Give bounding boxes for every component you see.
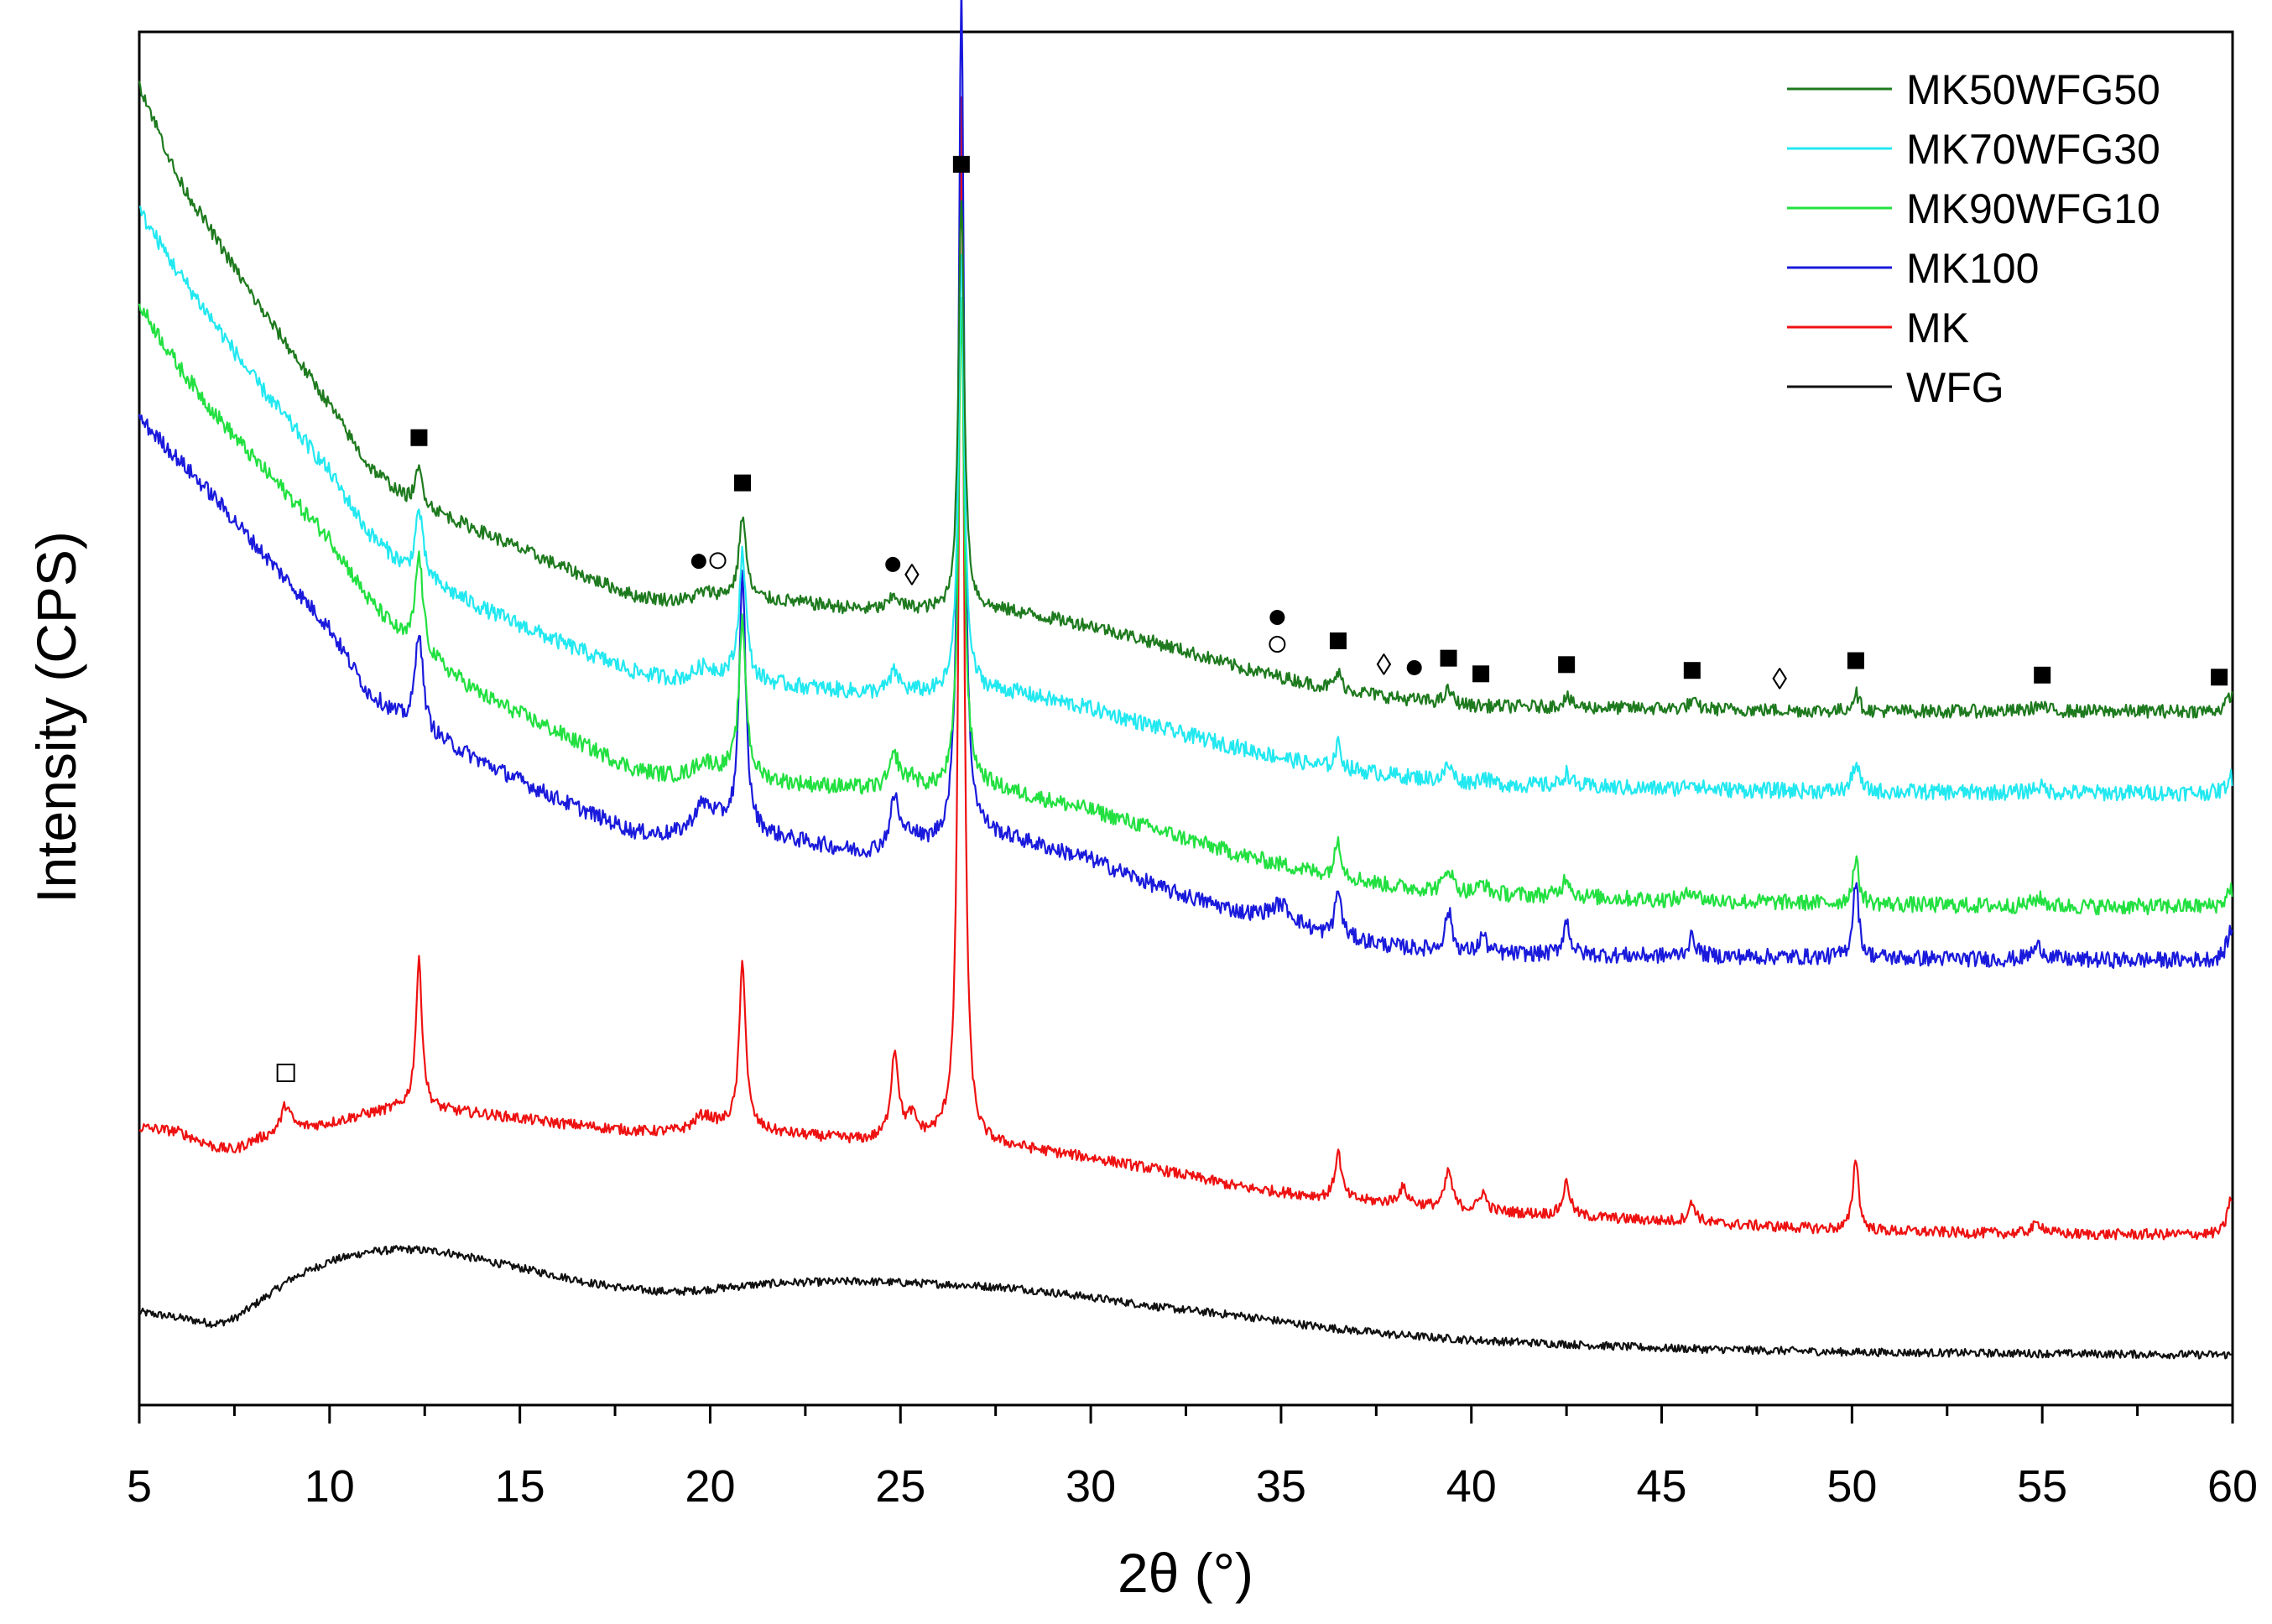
phase-marker [1472, 665, 1490, 683]
x-tick-label: 55 [2017, 1461, 2067, 1512]
phase-marker [276, 1063, 295, 1082]
series-line-mk [138, 96, 2233, 1241]
phase-marker [885, 556, 901, 572]
legend-label: WFG [1906, 364, 2004, 411]
phase-marker: ◊ [904, 558, 920, 592]
x-tick-label: 30 [1066, 1461, 1116, 1512]
x-axis-label: 2θ (°) [1118, 1542, 1253, 1604]
series-line-mk90wfg10 [138, 296, 2233, 916]
phase-marker [952, 155, 970, 173]
x-tick-label: 10 [305, 1461, 355, 1512]
y-axis-label: Intensity (CPS) [25, 531, 87, 903]
x-tick-label: 40 [1446, 1461, 1497, 1512]
x-tick-label: 60 [2207, 1461, 2258, 1512]
x-tick-label: 45 [1637, 1461, 1687, 1512]
phase-marker: ◊ [1772, 662, 1787, 696]
x-tick-label: 50 [1826, 1461, 1877, 1512]
legend-label: MK90WFG10 [1906, 185, 2160, 232]
phase-marker [1269, 610, 1285, 626]
series-line-mk100 [138, 0, 2233, 969]
phase-marker [734, 474, 752, 492]
legend-label: MK50WFG50 [1906, 66, 2160, 113]
phase-marker [2034, 666, 2051, 684]
phase-marker [1269, 636, 1286, 653]
phase-marker [709, 552, 727, 570]
series-line-wfg [138, 1245, 2233, 1360]
x-tick-label: 20 [685, 1461, 735, 1512]
legend-label: MK100 [1906, 245, 2039, 292]
legend-label: MK [1906, 304, 1969, 351]
phase-marker [1683, 662, 1701, 679]
legend-label: MK70WFG30 [1906, 126, 2160, 173]
x-tick-label: 35 [1256, 1461, 1306, 1512]
phase-marker [1847, 652, 1864, 669]
phase-marker [2211, 669, 2228, 686]
plot-frame [138, 30, 2234, 1407]
phase-marker [1406, 659, 1422, 675]
series-line-mk50wfg50 [138, 81, 2233, 719]
x-tick-label: 5 [127, 1461, 152, 1512]
phase-marker [410, 429, 428, 446]
series-group [138, 0, 2233, 1360]
legend: MK50WFG50 MK70WFG30 MK90WFG10 MK100 MK WFG [1787, 66, 2160, 411]
x-tick-label: 25 [875, 1461, 925, 1512]
phase-marker [1440, 649, 1457, 667]
phase-marker [690, 554, 706, 570]
phase-marker-group: ◊ ◊ ◊ [276, 155, 2228, 1082]
phase-marker [1329, 632, 1347, 649]
x-axis: 5 10 15 20 25 30 35 40 45 50 55 60 [127, 1405, 2258, 1512]
phase-marker [1558, 656, 1576, 674]
phase-marker: ◊ [1376, 648, 1391, 682]
series-line-mk70wfg30 [138, 206, 2233, 802]
x-tick-label: 15 [495, 1461, 545, 1512]
